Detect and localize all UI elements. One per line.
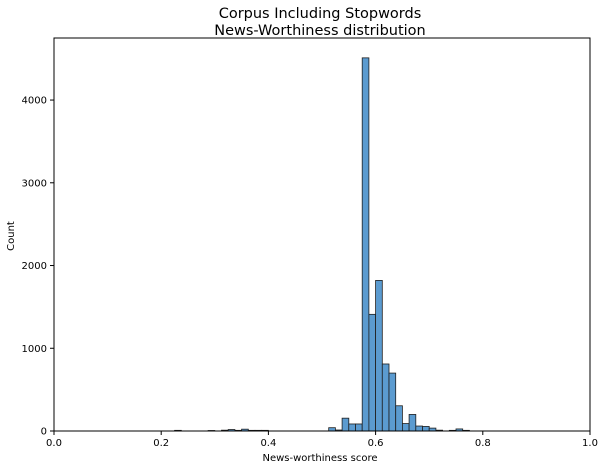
histogram-bar [368,313,376,432]
histogram-bar [388,372,397,432]
x-ticks-group: 0.0 0.2 0.4 0.6 0.8 1.0 [46,431,598,449]
y-tick-label: 3000 [22,178,47,189]
histogram-bar [395,405,403,432]
histogram-bar [401,423,410,432]
chart-title-line1: Corpus Including Stopwords [219,6,422,22]
histogram-bar [361,57,370,432]
y-tick-label: 0 [41,427,47,438]
plot-frame [53,37,591,432]
histogram-bar [341,417,350,432]
x-tick-label: 0.2 [153,438,169,449]
x-axis-label: News-worthiness score [262,453,377,464]
histogram-bar [408,414,417,432]
histogram-bar [348,423,356,432]
histogram-bar [375,280,383,432]
y-axis-label: Count [6,221,17,251]
histogram-bar [355,423,363,432]
y-ticks-group: 0 1000 2000 3000 4000 [22,96,54,438]
chart-title-line2: News-Worthiness distribution [214,23,426,39]
bars-group [174,57,470,432]
x-tick-label: 0.6 [368,438,384,449]
histogram-bar [422,426,430,432]
x-tick-label: 0.4 [260,438,276,449]
histogram-bar [415,425,423,432]
y-tick-label: 1000 [22,344,47,355]
x-tick-label: 1.0 [582,438,598,449]
y-tick-label: 2000 [22,261,47,272]
histogram-bar [381,363,390,432]
x-tick-label: 0.0 [46,438,62,449]
x-tick-label: 0.8 [475,438,491,449]
y-tick-label: 4000 [22,96,47,107]
